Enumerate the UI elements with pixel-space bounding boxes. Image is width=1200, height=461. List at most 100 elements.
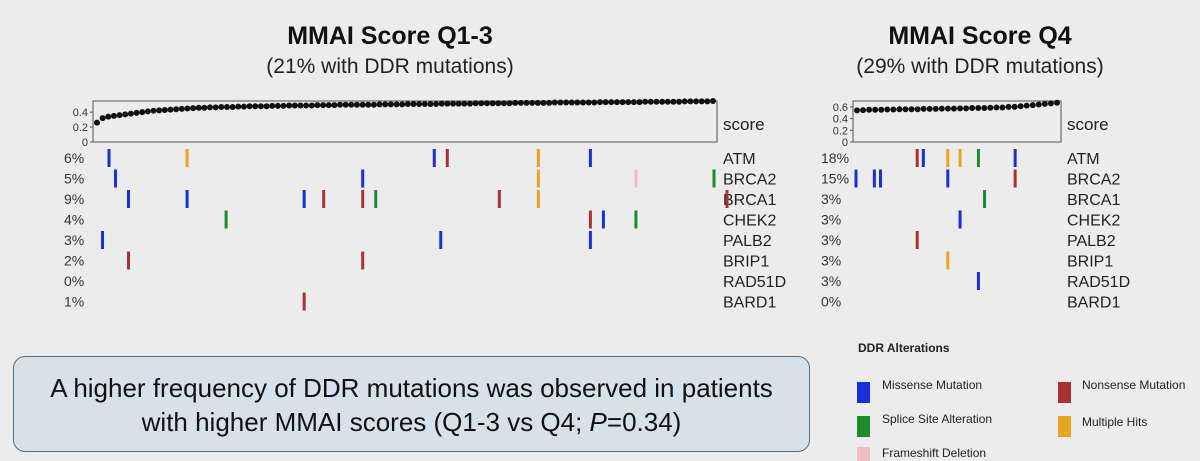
score-point xyxy=(890,106,897,113)
score-point xyxy=(359,101,366,108)
score-point xyxy=(500,100,507,107)
chart2-title: MMAI Score Q4 xyxy=(888,22,1072,50)
score-point xyxy=(914,106,921,113)
chart2-oncoprint: 0.60.40.20 score 18% ATM 15% BRCA2 3% BRCA1 3% CH… xyxy=(821,99,1130,312)
gene-label: BRIP1 xyxy=(723,254,769,271)
score-point xyxy=(370,101,377,108)
score-point xyxy=(246,103,253,110)
score-point xyxy=(1011,103,1018,110)
score-point xyxy=(670,98,677,105)
score-point xyxy=(393,101,400,108)
mutation-mark-splice xyxy=(983,190,987,208)
score-point xyxy=(472,100,479,107)
score-point xyxy=(969,105,976,112)
mutation-mark-nonsense xyxy=(497,190,501,208)
score-point xyxy=(353,101,360,108)
score-point xyxy=(184,105,191,112)
score-point xyxy=(252,103,259,110)
gene-label: CHEK2 xyxy=(1067,213,1120,230)
score-point xyxy=(710,98,716,104)
score-point xyxy=(461,100,468,107)
mutation-mark-multiple xyxy=(946,149,950,167)
score-point xyxy=(404,100,411,107)
mutation-mark-multiple xyxy=(536,169,540,188)
score-axis-label: score xyxy=(1067,115,1109,134)
score-point xyxy=(878,106,885,113)
legend-swatch-frameshift xyxy=(857,447,870,461)
score-point xyxy=(201,104,208,111)
score-point xyxy=(642,98,649,105)
callout-p-symbol: P xyxy=(589,407,607,437)
mutation-mark-multiple xyxy=(946,251,950,270)
score-axis-label: score xyxy=(723,115,765,134)
score-point xyxy=(382,101,389,108)
score-point xyxy=(563,99,570,106)
score-point xyxy=(325,102,332,109)
chart1-oncoprint: 0.4 0.2 0 score 6% ATM 5% BRCA2 9% BRCA1 4% CHEK2 3%… xyxy=(64,98,786,312)
score-point xyxy=(297,102,304,109)
mutation-mark-nonsense xyxy=(588,210,592,229)
mutation-mark-missense xyxy=(101,231,105,249)
mutation-mark-multiple xyxy=(958,149,962,167)
gene-percent: 0% xyxy=(821,294,841,310)
score-point xyxy=(303,102,310,109)
score-point xyxy=(212,104,219,111)
score-point xyxy=(698,98,705,105)
mutation-mark-splice xyxy=(712,169,716,188)
score-point xyxy=(585,99,592,106)
score-point xyxy=(1054,99,1060,106)
mutation-mark-missense xyxy=(107,149,111,167)
mutation-mark-nonsense xyxy=(1013,169,1017,188)
score-point xyxy=(602,99,609,106)
callout-line2: with higher MMAI scores (Q1-3 vs Q4; P=0… xyxy=(14,405,809,439)
score-point xyxy=(557,99,564,106)
score-point xyxy=(438,100,445,107)
mutation-mark-missense xyxy=(361,169,365,188)
score-point xyxy=(122,111,129,118)
score-point xyxy=(133,109,140,116)
score-point xyxy=(884,106,891,113)
gene-percent: 2% xyxy=(64,253,84,269)
score-point xyxy=(854,107,860,114)
score-panel-frame xyxy=(852,100,1062,143)
score-point xyxy=(495,100,502,107)
score-point xyxy=(681,98,688,105)
score-point xyxy=(987,104,994,111)
score-point xyxy=(144,108,151,115)
score-point xyxy=(365,101,372,108)
score-point xyxy=(1029,102,1036,109)
gene-percent: 3% xyxy=(821,212,841,228)
score-point xyxy=(450,100,457,107)
gene-label: BARD1 xyxy=(723,295,776,312)
score-point xyxy=(110,112,117,119)
score-point xyxy=(478,100,485,107)
score-point xyxy=(957,105,964,112)
gene-label: PALB2 xyxy=(723,233,772,250)
score-point xyxy=(455,100,462,107)
gene-label: ATM xyxy=(723,151,756,168)
chart1-title: MMAI Score Q1-3 xyxy=(287,22,493,50)
score-point xyxy=(866,106,873,113)
legend-swatch-multiple xyxy=(1058,416,1071,437)
score-point xyxy=(207,104,214,111)
gene-percent: 18% xyxy=(821,150,849,166)
legend-label-splice: Splice Site Alteration xyxy=(882,412,993,426)
mutation-mark-nonsense xyxy=(361,190,365,208)
score-point xyxy=(1017,103,1024,110)
score-point xyxy=(920,105,927,112)
score-point xyxy=(659,98,666,105)
score-point xyxy=(872,106,879,113)
score-point xyxy=(105,113,112,120)
gene-percent: 3% xyxy=(821,253,841,269)
score-point xyxy=(421,100,428,107)
score-point xyxy=(540,99,547,106)
score-point xyxy=(240,103,247,110)
score-point xyxy=(156,107,163,114)
score-point xyxy=(950,105,957,112)
mutation-mark-nonsense xyxy=(322,190,326,208)
score-point xyxy=(1005,103,1012,110)
score-point xyxy=(506,100,513,107)
score-point xyxy=(489,100,496,107)
score-point xyxy=(523,99,530,106)
mutation-mark-nonsense xyxy=(725,190,729,208)
